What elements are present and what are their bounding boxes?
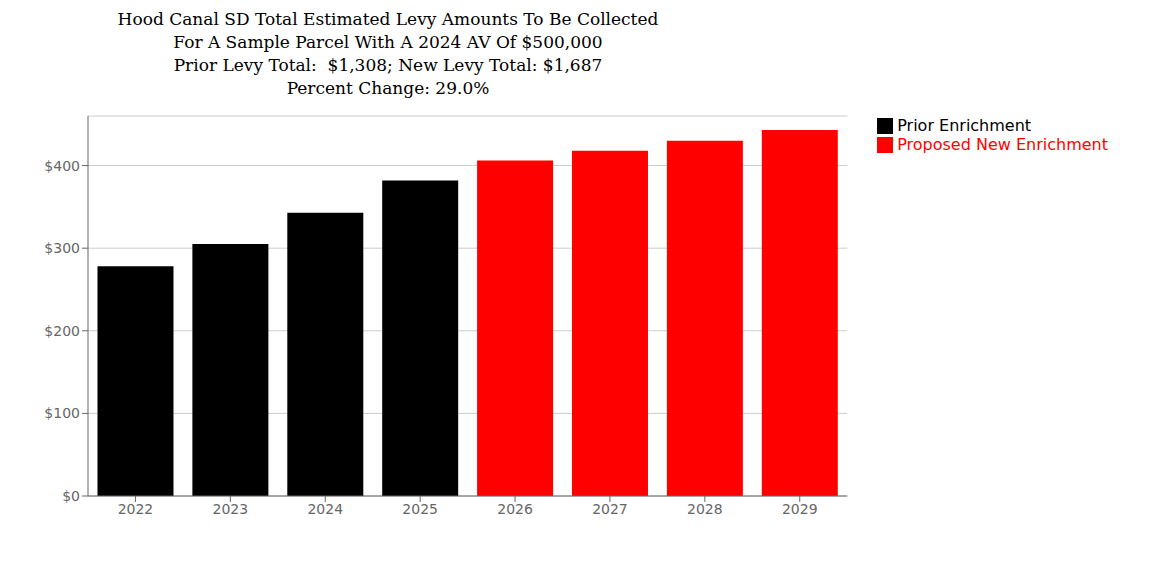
html-text:Prior Levy Total: $1,308; New: Prior Levy Total: $1,308; New Levy Total…	[173, 54, 603, 75]
html-text:Prior Enrichment: Prior Enrichment	[897, 115, 1032, 135]
html-text:Percent Change: 29.0%: Percent Change: 29.0%	[286, 77, 490, 98]
svg-text:2023: 2023	[213, 501, 249, 517]
svg-text:2026: 2026	[497, 501, 533, 517]
svg-text:2029: 2029	[782, 501, 818, 517]
svg-text:2028: 2028	[687, 501, 723, 517]
svg-text:$100: $100	[44, 405, 80, 421]
svg-text:$200: $200	[44, 323, 80, 339]
svg-text:2024: 2024	[307, 501, 343, 517]
html-text:For A Sample Parcel With A 202: For A Sample Parcel With A 2024 AV Of $5…	[173, 31, 603, 52]
svg-text:2025: 2025	[402, 501, 438, 517]
svg-text:$300: $300	[44, 240, 80, 256]
svg-text:$0: $0	[62, 488, 80, 504]
html-text:Hood Canal SD Total Estimated: Hood Canal SD Total Estimated Levy Amoun…	[117, 9, 659, 29]
svg-text:$400: $400	[44, 157, 80, 173]
html-text:Proposed New Enrichment: Proposed New Enrichment	[897, 134, 1108, 154]
svg-text:2022: 2022	[118, 501, 154, 517]
svg-text:2027: 2027	[592, 501, 628, 517]
